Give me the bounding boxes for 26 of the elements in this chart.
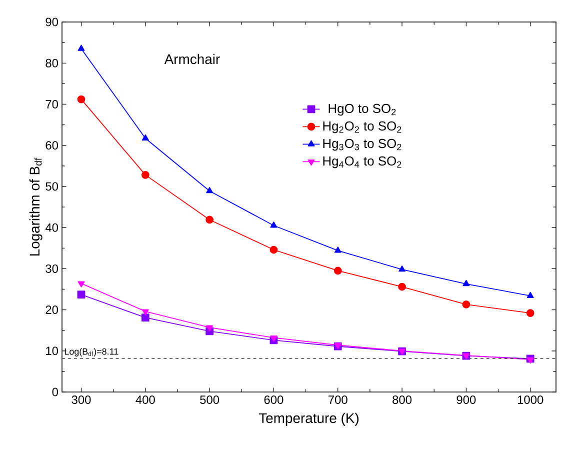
x-axis-title: Temperature (K) [258, 412, 359, 426]
y-tick-label: 90 [46, 18, 58, 26]
y-tick-label: 70 [46, 100, 58, 108]
x-tick-label: 400 [136, 396, 155, 404]
legend-label: Hg$_{2}$O$_{2}$ to SO$_{2}$ [323, 121, 402, 134]
y-tick-label: 50 [46, 182, 58, 191]
y-tick-label: 80 [46, 58, 58, 68]
legend-label: HgO to SO$_{2}$ [328, 104, 396, 116]
legend-label: Hg$_{3}$O$_{3}$ to SO$_{2}$ [323, 138, 402, 151]
y-tick-label: 20 [46, 306, 58, 314]
x-tick-label: 600 [264, 396, 284, 404]
x-tick-label: 800 [392, 396, 412, 404]
y-tick-label: 30 [46, 264, 58, 273]
y-tick-label: 0 [52, 388, 58, 396]
y-tick-label: 10 [46, 346, 58, 356]
y-tick-label: 40 [45, 223, 58, 232]
x-tick-label: 900 [456, 396, 476, 404]
ref-line-label: Log(B$_{df}$)=8.11 [64, 348, 118, 356]
y-tick-label: 60 [46, 141, 58, 150]
x-tick-label: 300 [72, 396, 91, 404]
x-tick-label: 500 [200, 396, 220, 404]
x-tick-label: 700 [328, 396, 348, 404]
x-tick-label: 1000 [518, 396, 544, 404]
annotation: Armchair [164, 54, 220, 64]
y-axis-title: Logarithm of B$_{df}$ [29, 158, 42, 256]
legend-label: Hg$_{4}$O$_{4}$ to SO$_{2}$ [323, 156, 402, 168]
